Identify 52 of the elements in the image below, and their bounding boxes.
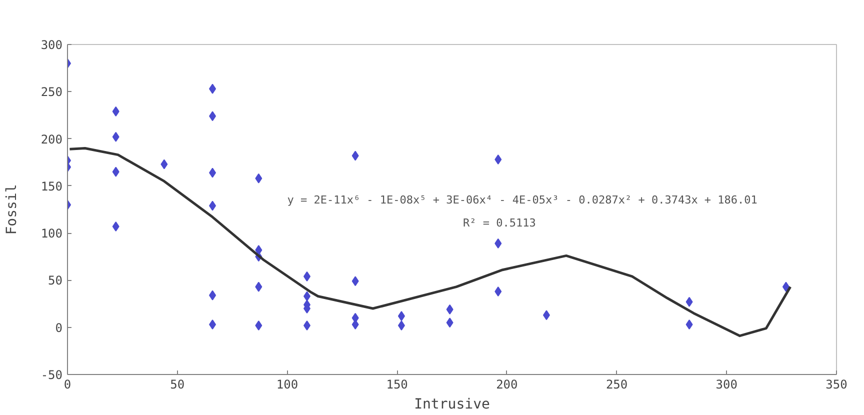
point <box>209 290 216 300</box>
y-tick-label: -50 <box>40 368 63 382</box>
point <box>542 310 550 320</box>
point <box>209 168 216 178</box>
x-tick-label: 250 <box>606 378 628 392</box>
y-tick-label: 200 <box>40 132 63 146</box>
x-tick-label: 100 <box>276 378 298 392</box>
point <box>686 320 693 330</box>
line-series <box>68 146 792 338</box>
point <box>255 282 262 292</box>
point <box>112 106 120 116</box>
x-axis-title: Intrusive <box>414 396 490 412</box>
point <box>494 238 502 248</box>
x-tick-label: 50 <box>170 378 185 392</box>
point <box>398 320 405 330</box>
y-axis-title: Fossil <box>4 184 20 235</box>
x-tick-label: 200 <box>496 378 518 392</box>
annotation: R² = 0.5113 <box>462 216 536 230</box>
point <box>398 311 405 322</box>
point <box>494 154 502 165</box>
y-tick-label: 50 <box>48 274 63 288</box>
point <box>352 150 359 161</box>
point <box>494 286 502 297</box>
point <box>303 320 310 330</box>
point <box>303 291 310 302</box>
point <box>352 320 359 330</box>
point <box>686 296 693 307</box>
x-tick-label: 0 <box>64 378 72 392</box>
point <box>112 166 120 177</box>
point <box>303 271 310 282</box>
y-tick-label: 250 <box>40 85 63 100</box>
point <box>112 221 120 232</box>
y-tick-label: 150 <box>40 179 63 194</box>
point <box>160 159 168 170</box>
y-tick-label: 100 <box>40 226 63 241</box>
point <box>446 304 454 314</box>
annotation: y = 2E-11x⁶ - 1E-08x⁵ + 3E-06x⁴ - 4E-05x³ - 0.0287x² + 0.3743x + 186.01 <box>287 194 758 207</box>
y-tick-label: 300 <box>40 38 63 52</box>
point <box>209 84 216 94</box>
x-tick-label: 150 <box>386 378 408 392</box>
point <box>446 318 454 328</box>
y-tick-label: 0 <box>55 320 63 335</box>
point <box>782 282 790 292</box>
point <box>255 173 262 184</box>
x-tick-label: 300 <box>716 378 738 392</box>
point <box>209 320 216 330</box>
x-tick-label: 350 <box>826 378 848 392</box>
point <box>255 320 262 330</box>
point <box>352 276 359 286</box>
point <box>209 200 216 211</box>
point <box>209 111 216 122</box>
point <box>112 132 120 142</box>
